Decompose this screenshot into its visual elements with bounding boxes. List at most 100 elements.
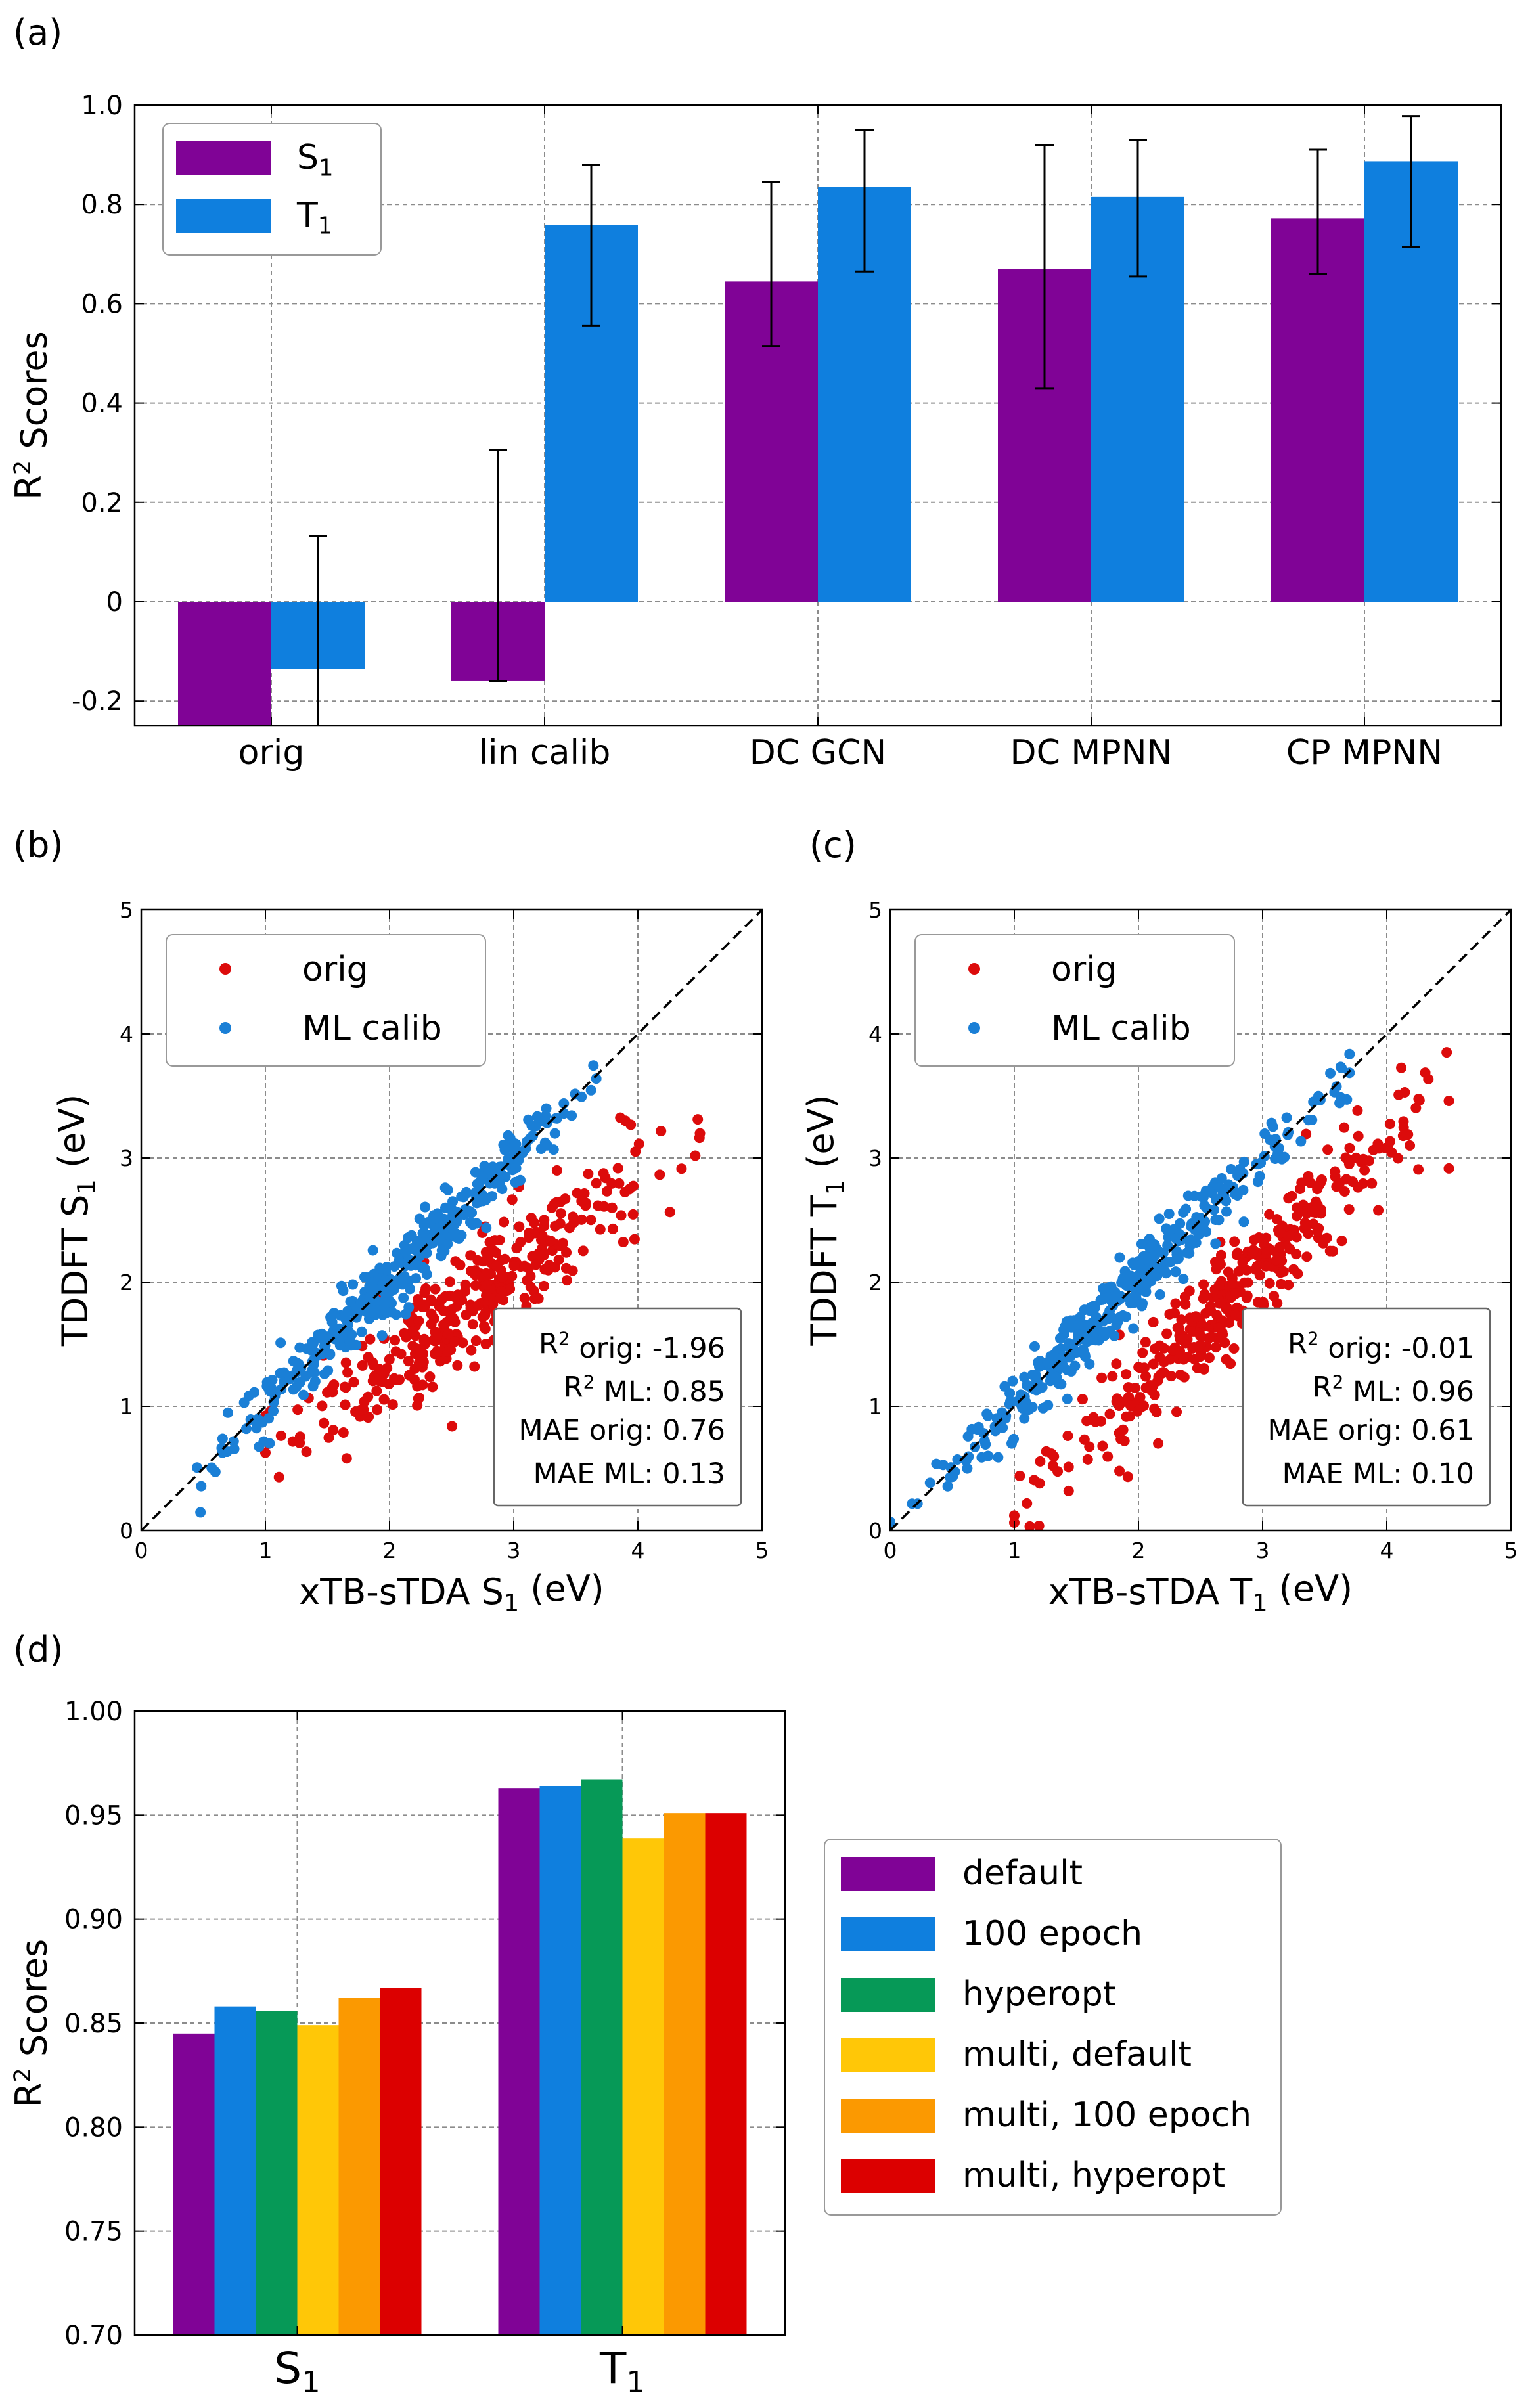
data-point (1096, 1372, 1108, 1383)
data-point (981, 1408, 993, 1419)
data-point (1140, 1272, 1152, 1283)
data-point (1301, 1220, 1312, 1231)
data-point (654, 1169, 665, 1180)
data-point (448, 1228, 459, 1239)
data-point (383, 1379, 394, 1390)
data-point (1410, 1102, 1422, 1113)
data-point (365, 1333, 376, 1345)
data-point (615, 1112, 626, 1123)
data-point (1344, 1067, 1355, 1079)
data-point (1215, 1259, 1226, 1270)
legend-label: S1 (297, 138, 334, 182)
data-point (1151, 1406, 1162, 1417)
data-point (338, 1285, 349, 1297)
bar-s1-4 (1271, 218, 1364, 602)
data-point (479, 1320, 490, 1331)
y-tick-label: 4 (868, 1021, 882, 1047)
data-point (367, 1245, 378, 1256)
data-point (942, 1481, 953, 1492)
y-tick-label: 0 (120, 1518, 133, 1544)
data-point (1054, 1333, 1066, 1344)
data-point (452, 1360, 463, 1371)
data-point (1159, 1265, 1170, 1276)
data-point (418, 1335, 430, 1346)
stats-frame (493, 1307, 742, 1507)
legend: orig ML calib (914, 934, 1235, 1067)
data-point (238, 1397, 250, 1408)
data-point (499, 1253, 510, 1264)
plot-frame (140, 908, 763, 1532)
data-point (338, 1427, 349, 1438)
data-point (351, 1312, 362, 1323)
data-point (541, 1117, 552, 1128)
data-point (374, 1364, 385, 1375)
data-point (1133, 1255, 1144, 1266)
data-point (294, 1377, 305, 1388)
data-point (1241, 1264, 1252, 1276)
data-point (1174, 1345, 1185, 1356)
data-point (972, 1424, 983, 1435)
data-point (1229, 1236, 1240, 1247)
data-point (392, 1247, 403, 1259)
stats-box: R2 orig: -0.01 R2 ML: 0.96 MAE orig: 0.61 M… (1242, 1307, 1491, 1507)
data-point (976, 1452, 987, 1463)
data-point (1184, 1285, 1195, 1297)
data-point (411, 1273, 422, 1284)
data-point (412, 1400, 423, 1411)
legend-label: ML calib (1051, 1009, 1191, 1048)
plot-frame (889, 908, 1512, 1532)
data-point (432, 1223, 443, 1234)
data-point (1108, 1300, 1119, 1311)
data-point (341, 1453, 352, 1464)
data-point (487, 1191, 498, 1202)
data-point (1344, 1154, 1355, 1165)
data-point (1286, 1190, 1297, 1201)
y-axis-label: R2 Scores (8, 331, 55, 499)
data-point (1343, 1204, 1355, 1215)
data-point (1413, 1164, 1424, 1175)
data-point (1260, 1260, 1271, 1272)
data-point (439, 1182, 451, 1193)
data-point (430, 1326, 441, 1337)
data-point (1114, 1465, 1125, 1477)
data-point (499, 1144, 510, 1155)
series-orig (1009, 1047, 1454, 1530)
data-point (1063, 1485, 1074, 1496)
data-point (924, 1477, 935, 1488)
data-point (1189, 1190, 1200, 1201)
legend-marker (219, 963, 231, 975)
data-point (466, 1345, 477, 1356)
data-point (332, 1325, 344, 1336)
data-point (1242, 1290, 1253, 1301)
data-point (539, 1215, 550, 1226)
data-point (1069, 1360, 1081, 1371)
y-tick-label: 0.75 (64, 2217, 123, 2247)
data-point (1137, 1347, 1148, 1358)
data-point (1173, 1253, 1184, 1264)
data-point (419, 1263, 430, 1274)
x-tick-label: DC GCN (750, 733, 886, 772)
x-tick-label: orig (238, 733, 305, 772)
y-tick-label: 0 (868, 1518, 882, 1544)
data-point (1196, 1191, 1207, 1202)
data-point (1194, 1351, 1205, 1362)
bar-multi-hyperopt-0 (380, 1988, 422, 2335)
data-point (1149, 1389, 1160, 1400)
data-point (348, 1279, 359, 1290)
data-point (294, 1342, 305, 1353)
data-point (1339, 1186, 1350, 1197)
data-point (449, 1291, 461, 1303)
data-point (1196, 1330, 1207, 1341)
data-point (1232, 1190, 1243, 1201)
data-point (372, 1404, 383, 1416)
data-point (1264, 1278, 1275, 1289)
data-point (317, 1400, 328, 1412)
data-point (1214, 1182, 1225, 1193)
data-point (1122, 1471, 1133, 1483)
bar-hyperopt-1 (581, 1779, 623, 2335)
data-point (1227, 1278, 1238, 1289)
panel-label-a: (a) (13, 12, 62, 53)
data-point (1232, 1247, 1243, 1259)
data-point (1043, 1400, 1054, 1411)
